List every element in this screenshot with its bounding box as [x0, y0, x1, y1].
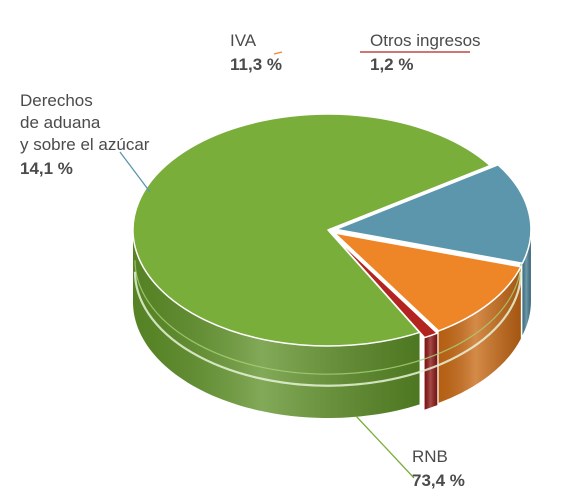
- slice-label: Derechos de aduana y sobre el azúcar 14,1 %: [20, 91, 150, 178]
- slice-label-value: 11,3 %: [230, 55, 282, 74]
- pie-rim-line: [134, 260, 522, 375]
- slice-label-value: 1,2 %: [370, 55, 413, 74]
- leader-line: [273, 51, 283, 55]
- pie-slice-derechos: [335, 164, 532, 264]
- pie-slice-side-shading: [424, 333, 438, 410]
- pie-slice-rnb: [132, 113, 491, 347]
- pie-slice-side-shading: [133, 230, 420, 418]
- slice-label: RNB 73,4 %: [412, 447, 465, 490]
- pie-rim-line: [133, 271, 523, 387]
- slice-label-value: 73,4 %: [412, 471, 465, 490]
- leader-lines: [119, 51, 470, 479]
- pie-side-layer: [133, 229, 531, 418]
- slice-label: Otros ingresos 1,2 %: [370, 31, 481, 74]
- pie-top-layer: [132, 113, 532, 347]
- slice-label-name: y sobre el azúcar: [20, 135, 150, 154]
- slice-label-value: 14,1 %: [20, 159, 73, 178]
- pie-slice-otros-ingresos: [332, 234, 439, 339]
- pie-slice-side-shading: [522, 229, 531, 336]
- slice-label: IVA 11,3 %: [230, 31, 282, 74]
- slice-label-name: Derechos: [20, 91, 93, 110]
- slice-label-name: Otros ingresos: [370, 31, 481, 50]
- pie-slice-side-shading: [438, 266, 521, 403]
- pie-slice-iva: [333, 232, 522, 332]
- slice-labels: RNB 73,4 % Derechos de aduana y sobre el azú…: [20, 31, 481, 490]
- slice-label-name: de aduana: [20, 113, 101, 132]
- slice-label-name: RNB: [412, 447, 448, 466]
- leader-line: [355, 415, 415, 479]
- leader-line: [119, 151, 151, 193]
- slice-label-name: IVA: [230, 31, 257, 50]
